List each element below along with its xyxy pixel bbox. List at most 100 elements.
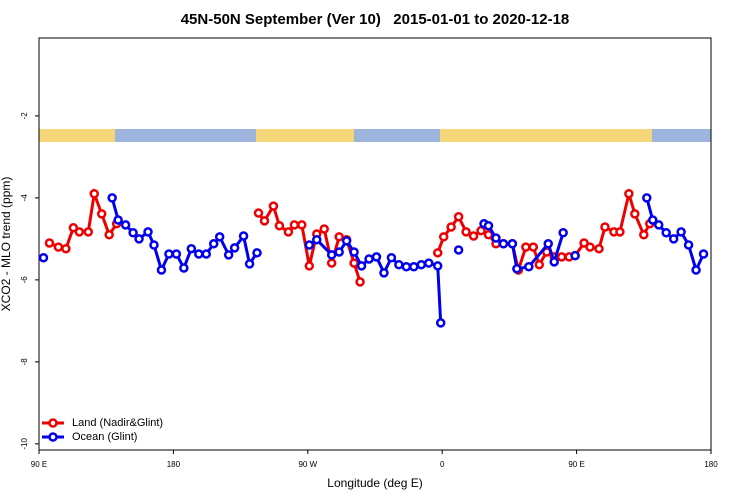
data-point	[521, 242, 531, 252]
data-point	[53, 242, 64, 252]
data-point	[401, 262, 412, 272]
data-point	[214, 232, 225, 242]
data-point	[186, 243, 197, 254]
data-point	[149, 240, 159, 250]
data-point	[453, 211, 464, 222]
data-point	[524, 262, 534, 272]
data-point	[683, 240, 694, 250]
data-point	[208, 239, 219, 249]
data-point	[698, 249, 709, 259]
data-point	[600, 222, 610, 232]
data-point	[424, 258, 434, 268]
plot-frame	[38, 37, 712, 451]
data-point	[326, 250, 337, 260]
data-point	[355, 277, 365, 287]
data-point	[615, 227, 625, 237]
data-point	[326, 258, 337, 268]
x-tick-label: 180	[704, 460, 718, 469]
data-point	[386, 252, 397, 263]
data-point	[68, 223, 79, 233]
data-point	[61, 243, 71, 254]
data-point	[512, 264, 522, 274]
data-point	[96, 209, 107, 219]
data-point	[409, 262, 419, 272]
data-point	[312, 234, 322, 245]
x-tick-label: 90 W	[298, 460, 317, 469]
data-point	[253, 208, 264, 218]
x-tick-label: 90 E	[568, 460, 584, 469]
data-point	[83, 227, 94, 237]
data-point	[134, 234, 144, 244]
chart-title: 45N-50N September (Ver 10) 2015-01-01 to…	[181, 11, 570, 28]
data-point	[653, 220, 664, 230]
y-tick-label: -10	[20, 438, 29, 450]
data-point	[89, 189, 100, 199]
data-point	[483, 221, 494, 231]
data-point	[223, 250, 234, 260]
data-point	[334, 232, 344, 242]
data-point	[558, 227, 568, 238]
land-band	[256, 129, 354, 142]
data-point	[156, 265, 167, 275]
data-point	[304, 261, 315, 271]
data-point	[491, 233, 501, 243]
data-point	[44, 238, 55, 248]
data-point	[104, 230, 114, 240]
data-point	[379, 268, 389, 278]
data-point	[446, 222, 456, 232]
data-point	[394, 259, 404, 270]
data-point	[676, 227, 686, 237]
data-point	[549, 257, 559, 267]
data-point	[507, 239, 518, 249]
data-point	[107, 193, 117, 203]
data-point	[244, 259, 255, 269]
data-point	[435, 318, 446, 328]
map-strip	[39, 129, 711, 142]
x-tick-label: 0	[440, 460, 445, 469]
data-point	[570, 250, 580, 261]
x-axis-label: Longitude (deg E)	[327, 476, 422, 490]
x-tick-label: 90 E	[31, 460, 47, 469]
y-axis-label: XCO2 - MLO trend (ppm)	[0, 177, 13, 312]
data-point	[120, 220, 131, 230]
data-point	[432, 261, 443, 271]
data-point	[461, 227, 471, 237]
data-point	[648, 215, 658, 225]
data-point	[642, 193, 652, 203]
data-point	[319, 224, 329, 234]
data-point	[594, 243, 604, 254]
data-point	[528, 242, 539, 252]
land-band	[39, 129, 115, 142]
data-point	[624, 189, 634, 199]
data-point	[579, 238, 589, 248]
data-point	[498, 239, 509, 249]
data-point	[201, 249, 212, 259]
y-tick-label: -8	[20, 358, 29, 366]
data-point	[483, 230, 494, 240]
data-point	[668, 234, 679, 244]
data-point	[438, 232, 449, 242]
data-point	[229, 243, 240, 253]
legend-label: Land (Nadir&Glint)	[72, 417, 163, 429]
data-point	[74, 227, 85, 237]
y-tick-label: -2	[20, 112, 29, 120]
data-point	[453, 245, 464, 255]
data-point	[259, 216, 270, 226]
data-point	[543, 239, 553, 249]
data-point	[534, 259, 545, 270]
data-point	[304, 240, 315, 250]
data-point	[38, 252, 49, 263]
legend-marker	[48, 432, 58, 442]
series-line	[110, 197, 705, 323]
data-point	[416, 259, 427, 270]
data-point	[334, 247, 344, 257]
data-point	[297, 220, 307, 230]
data-point	[179, 263, 189, 273]
land-band	[440, 129, 652, 142]
data-point	[164, 249, 174, 259]
data-point	[639, 230, 649, 240]
data-point	[252, 248, 262, 258]
data-point	[432, 248, 443, 258]
data-point	[128, 227, 138, 238]
